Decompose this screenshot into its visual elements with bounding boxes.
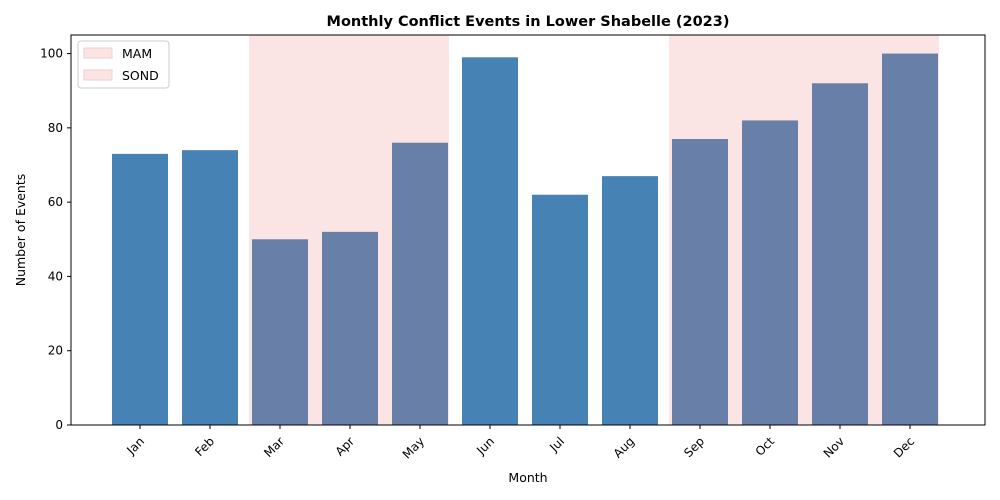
x-tick-label-apr: Apr [333, 434, 358, 459]
bar-jan [112, 153, 168, 425]
x-tick-label-nov: Nov [821, 434, 847, 460]
bar-apr [322, 231, 378, 425]
y-axis: 0 20 40 60 80 100 [40, 47, 71, 432]
y-tick-label-100: 100 [40, 47, 63, 61]
bar-mar [252, 239, 308, 425]
x-tick-label-may: May [400, 434, 427, 461]
y-tick-label-60: 60 [48, 195, 63, 209]
bar-feb [182, 150, 238, 425]
bars-layer [112, 53, 938, 426]
legend-swatch-sond [83, 69, 113, 81]
bar-oct [742, 120, 798, 425]
x-tick-label-jun: Jun [473, 434, 497, 458]
y-tick-label-20: 20 [48, 344, 63, 358]
legend-label-mam: MAM [122, 46, 152, 61]
bar-may [392, 142, 448, 425]
y-tick-label-40: 40 [48, 269, 63, 283]
legend-label-sond: SOND [122, 68, 159, 83]
bar-nov [812, 83, 868, 426]
x-tick-label-sep: Sep [681, 434, 707, 460]
x-axis-label: Month [508, 470, 547, 485]
x-tick-label-dec: Dec [891, 434, 917, 460]
bar-jun [462, 57, 518, 426]
y-axis-label: Number of Events [13, 174, 28, 287]
x-tick-label-feb: Feb [192, 434, 217, 459]
x-tick-label-oct: Oct [753, 434, 778, 459]
y-tick-label-0: 0 [55, 418, 63, 432]
x-tick-label-aug: Aug [611, 434, 637, 460]
bar-dec [882, 53, 938, 425]
legend-swatch-mam [83, 47, 113, 59]
x-tick-label-jul: Jul [546, 434, 567, 455]
bar-sep [672, 139, 728, 425]
x-tick-label-mar: Mar [261, 434, 287, 460]
x-axis: Jan Feb Mar Apr May Jun Jul Aug Sep Oct Nov Dec [123, 425, 917, 462]
y-tick-label-80: 80 [48, 121, 63, 135]
bar-aug [602, 176, 658, 425]
x-tick-label-jan: Jan [123, 434, 147, 458]
bar-jul [532, 194, 588, 425]
legend: MAM SOND [77, 40, 170, 89]
plot-frame [70, 34, 986, 426]
chart-title: Monthly Conflict Events in Lower Shabell… [327, 14, 730, 30]
